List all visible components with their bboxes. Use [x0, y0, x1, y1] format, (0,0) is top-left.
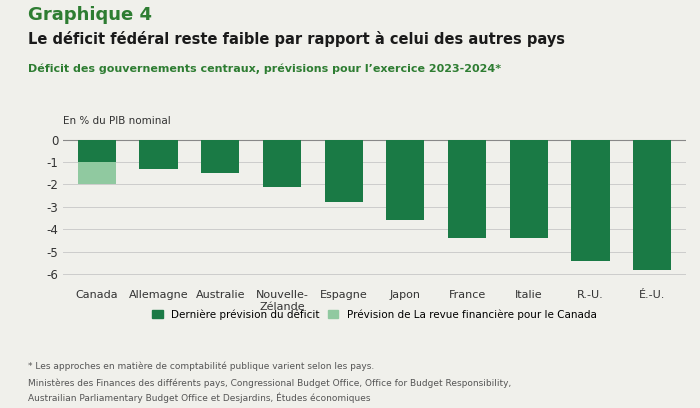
Bar: [571, 140, 610, 261]
Text: * Les approches en matière de comptabilité publique varient selon les pays.: * Les approches en matière de comptabili…: [28, 361, 375, 370]
Bar: [78, 140, 116, 162]
Text: Déficit des gouvernements centraux, prévisions pour l’exercice 2023-2024*: Déficit des gouvernements centraux, prév…: [28, 63, 501, 74]
Legend: Dernière prévision du déficit, Prévision de La revue financière pour le Canada: Dernière prévision du déficit, Prévision…: [153, 309, 596, 320]
Text: En % du PIB nominal: En % du PIB nominal: [63, 116, 171, 126]
Bar: [201, 140, 239, 173]
Text: Le déficit fédéral reste faible par rapport à celui des autres pays: Le déficit fédéral reste faible par rapp…: [28, 31, 565, 47]
Bar: [139, 140, 178, 169]
Text: Austrailian Parliamentary Budget Office et Desjardins, Études économiques: Austrailian Parliamentary Budget Office …: [28, 392, 370, 403]
Bar: [78, 140, 116, 184]
Bar: [386, 140, 424, 220]
Bar: [448, 140, 486, 238]
Bar: [263, 140, 301, 187]
Bar: [633, 140, 671, 270]
Bar: [325, 140, 363, 202]
Text: Ministères des Finances des différents pays, Congressional Budget Office, Office: Ministères des Finances des différents p…: [28, 379, 511, 388]
Text: Graphique 4: Graphique 4: [28, 6, 152, 24]
Bar: [510, 140, 548, 238]
